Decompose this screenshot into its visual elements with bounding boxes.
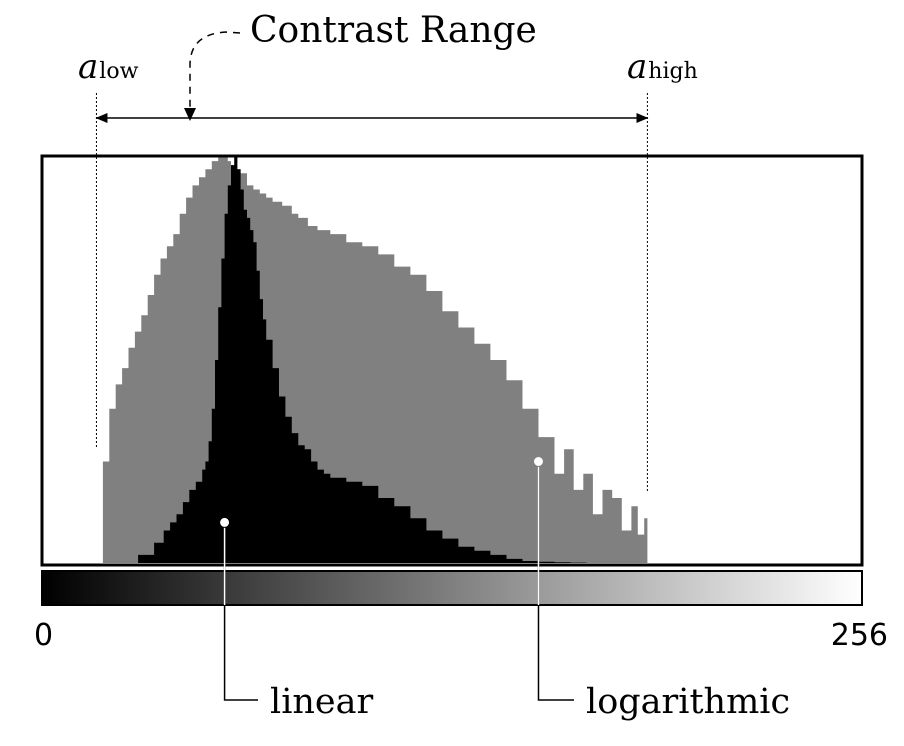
tick-label-max: 256 [831, 618, 888, 653]
series-linear-area [96, 157, 648, 563]
title-pointer-arrowhead [184, 108, 196, 121]
a-low-symbol: a [78, 47, 98, 87]
a-high-label: ahigh [627, 47, 698, 87]
tick-label-min: 0 [34, 618, 53, 653]
logarithmic-marker-dot [532, 456, 544, 467]
logarithmic-annotation: logarithmic [532, 456, 790, 722]
linear-marker-dot [219, 516, 231, 528]
a-high-symbol: a [627, 47, 647, 87]
title-pointer-curve [189, 31, 241, 110]
linear-label: linear [270, 682, 374, 722]
a-high-subscript: high [648, 59, 697, 84]
a-low-label: alow [78, 47, 139, 87]
chart-title: Contrast Range [250, 10, 537, 51]
logarithmic-label: logarithmic [586, 682, 790, 722]
a-low-subscript: low [99, 59, 138, 84]
gray-colorbar [41, 570, 863, 606]
linear-annotation: linear [219, 516, 374, 722]
plot-frame [40, 154, 864, 567]
